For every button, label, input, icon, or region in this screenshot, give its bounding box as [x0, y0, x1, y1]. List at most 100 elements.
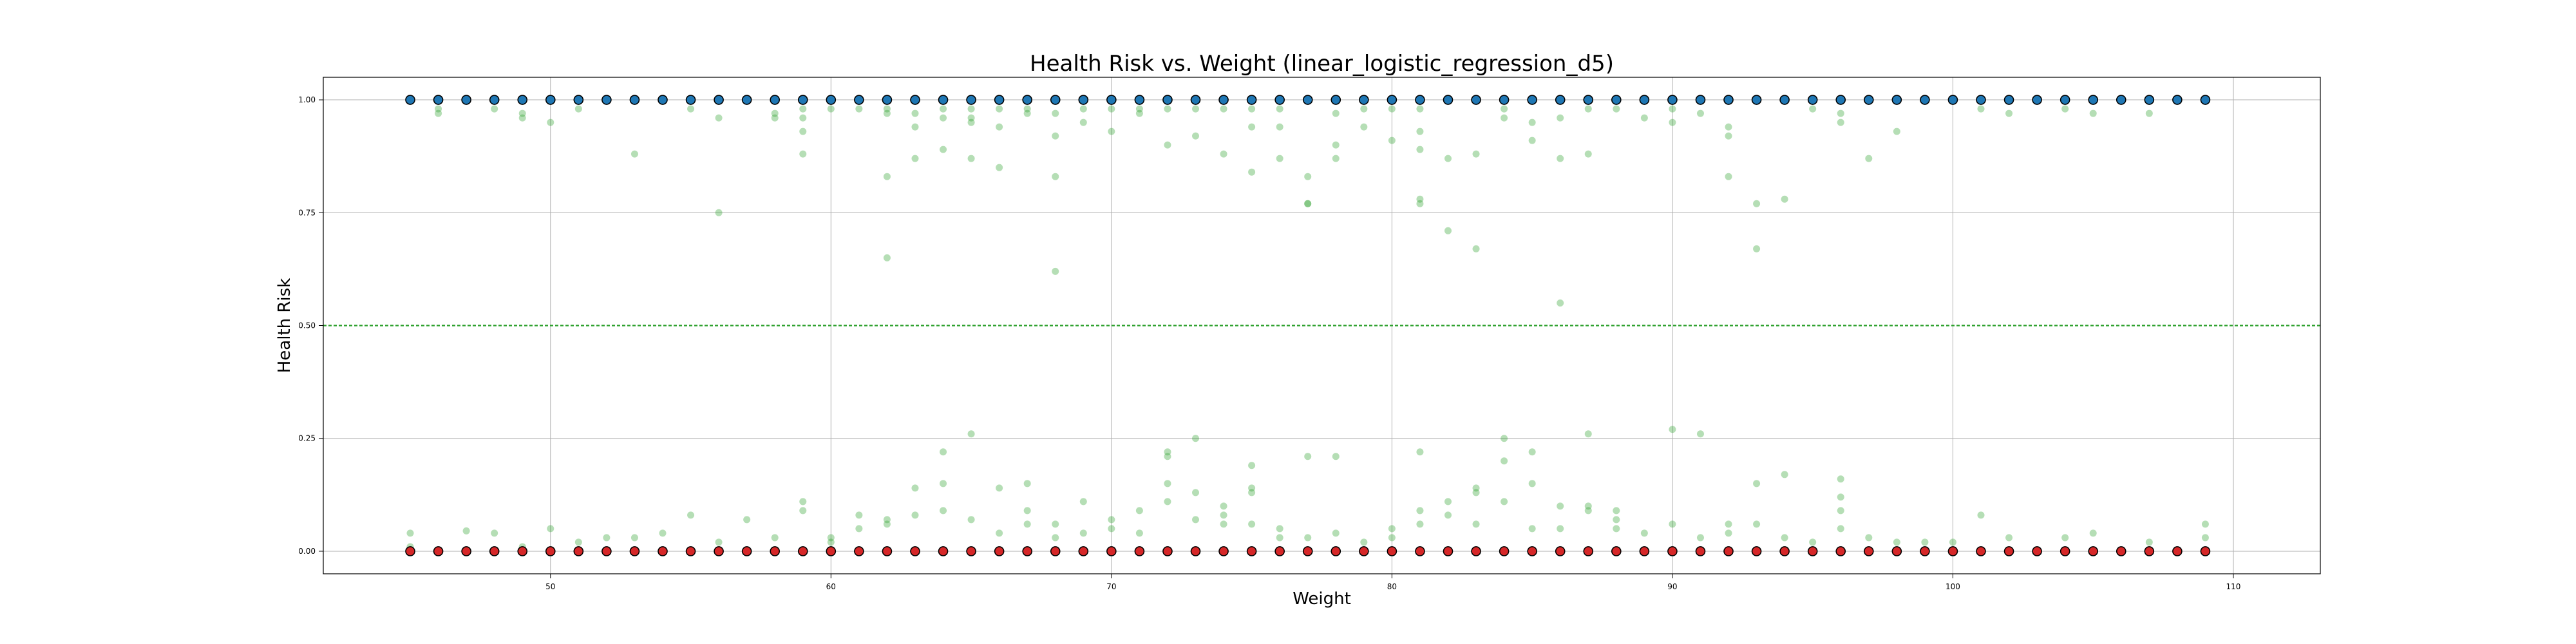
high-risk-point — [1695, 95, 1706, 105]
prediction-point — [1557, 502, 1564, 510]
prediction-point — [1528, 137, 1536, 144]
prediction-point — [1501, 114, 1508, 122]
prediction-point — [1921, 538, 1929, 546]
prediction-point — [799, 507, 807, 515]
x-tick-label: 60 — [826, 582, 836, 591]
prediction-point — [1052, 173, 1059, 180]
prediction-point — [940, 146, 947, 153]
high-risk-point — [2032, 95, 2042, 105]
high-risk-point — [1415, 95, 1425, 105]
low-risk-point — [573, 546, 584, 556]
prediction-point — [1528, 118, 1536, 126]
low-risk-point — [2060, 546, 2070, 556]
high-risk-point — [573, 95, 584, 105]
prediction-point — [1135, 105, 1143, 113]
prediction-point — [1472, 489, 1480, 497]
x-tick-label: 80 — [1387, 582, 1397, 591]
low-risk-point — [1891, 546, 1902, 556]
prediction-point — [1220, 105, 1227, 113]
prediction-point — [1501, 435, 1508, 442]
high-risk-point — [826, 95, 837, 105]
prediction-point — [1276, 155, 1283, 162]
low-risk-point — [1218, 546, 1229, 556]
prediction-point — [940, 114, 947, 122]
prediction-point — [2145, 538, 2153, 546]
high-risk-point — [1162, 95, 1173, 105]
prediction-point — [2145, 109, 2153, 117]
prediction-point — [1416, 448, 1424, 456]
low-risk-point — [1583, 546, 1594, 556]
high-risk-point — [1190, 95, 1201, 105]
prediction-point — [1164, 480, 1171, 488]
prediction-point — [1837, 525, 1844, 533]
prediction-point — [1248, 168, 1256, 176]
prediction-point — [1444, 498, 1452, 506]
low-risk-point — [1443, 546, 1454, 556]
prediction-point — [491, 529, 498, 537]
prediction-point — [1360, 105, 1368, 113]
prediction-point — [1640, 114, 1648, 122]
prediction-point — [1332, 529, 1340, 537]
high-risk-point — [741, 95, 752, 105]
high-risk-point — [2200, 95, 2211, 105]
low-risk-point — [461, 546, 471, 556]
prediction-point — [1584, 150, 1592, 158]
prediction-point — [1332, 141, 1340, 149]
high-risk-point — [685, 95, 696, 105]
prediction-point — [996, 484, 1003, 492]
prediction-point — [1023, 480, 1031, 488]
prediction-point — [1248, 105, 1256, 113]
prediction-point — [1501, 498, 1508, 506]
high-risk-point — [1611, 95, 1622, 105]
prediction-point — [1164, 141, 1171, 149]
prediction-point — [1388, 105, 1396, 113]
prediction-point — [1304, 453, 1312, 460]
prediction-point — [715, 538, 723, 546]
prediction-point — [1696, 109, 1704, 117]
low-risk-point — [1555, 546, 1566, 556]
prediction-point — [435, 105, 442, 113]
high-risk-point — [601, 95, 612, 105]
prediction-point — [1360, 123, 1368, 131]
prediction-point — [1528, 480, 1536, 488]
prediction-point — [1640, 529, 1648, 537]
high-risk-point — [1218, 95, 1229, 105]
low-risk-point — [2088, 546, 2099, 556]
prediction-point — [1809, 538, 1817, 546]
high-risk-point — [2060, 95, 2070, 105]
prediction-point — [855, 525, 863, 533]
prediction-point — [1023, 520, 1031, 528]
low-risk-point — [1527, 546, 1537, 556]
high-risk-point — [910, 95, 920, 105]
low-risk-point — [714, 546, 724, 556]
prediction-point — [547, 118, 554, 126]
prediction-point — [855, 511, 863, 519]
low-risk-point — [826, 546, 837, 556]
prediction-point — [518, 109, 526, 117]
low-risk-point — [1723, 546, 1734, 556]
prediction-point — [406, 529, 414, 537]
low-risk-point — [1190, 546, 1201, 556]
low-risk-point — [1302, 546, 1313, 556]
prediction-point — [1304, 200, 1312, 207]
prediction-point — [1276, 123, 1283, 131]
prediction-point — [883, 105, 891, 113]
prediction-point — [1557, 525, 1564, 533]
prediction-point — [1332, 109, 1340, 117]
prediction-point — [1192, 516, 1200, 524]
prediction-point — [1052, 267, 1059, 275]
prediction-point — [1725, 529, 1732, 537]
prediction-point — [1753, 200, 1761, 207]
high-risk-point — [1667, 95, 1678, 105]
low-risk-point — [938, 546, 949, 556]
high-risk-point — [1835, 95, 1846, 105]
low-risk-point — [685, 546, 696, 556]
high-risk-point — [1499, 95, 1510, 105]
prediction-point — [1276, 534, 1283, 542]
high-risk-point — [433, 95, 444, 105]
high-risk-point — [938, 95, 949, 105]
high-risk-point — [1050, 95, 1061, 105]
prediction-point — [827, 538, 835, 546]
high-risk-point — [1302, 95, 1313, 105]
